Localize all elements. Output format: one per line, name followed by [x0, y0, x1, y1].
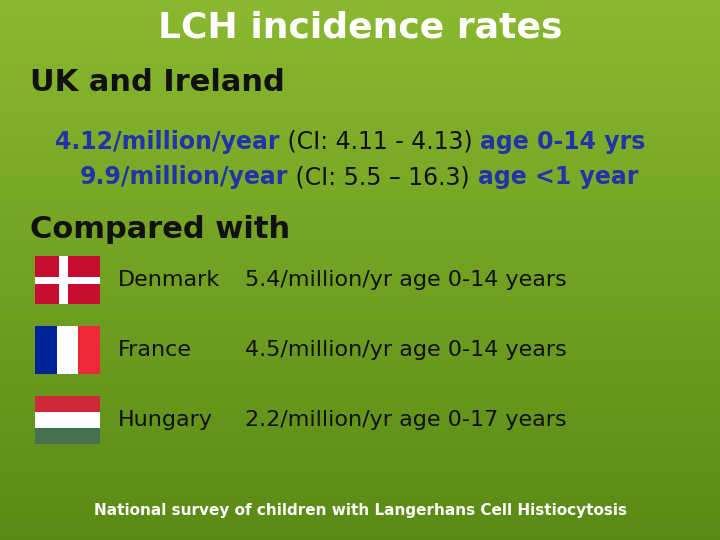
Bar [35, 326, 57, 374]
Text: National survey of children with Langerhans Cell Histiocytosis: National survey of children with Langerh… [94, 503, 626, 518]
Text: 5.4/million/yr age 0-14 years: 5.4/million/yr age 0-14 years [245, 270, 567, 290]
Bar [35, 428, 100, 444]
Text: 4.5/million/yr age 0-14 years: 4.5/million/yr age 0-14 years [245, 340, 567, 360]
Text: (CI: 5.5 – 16.3): (CI: 5.5 – 16.3) [289, 165, 477, 189]
Text: LCH incidence rates: LCH incidence rates [158, 10, 562, 44]
Text: Hungary: Hungary [118, 410, 213, 430]
Text: 4.12/million/year: 4.12/million/year [55, 130, 279, 154]
Bar [35, 277, 100, 284]
Bar [59, 256, 68, 304]
Text: age 0-14 yrs: age 0-14 yrs [480, 130, 645, 154]
Text: age <1 year: age <1 year [477, 165, 638, 189]
Bar [57, 326, 78, 374]
Text: Denmark: Denmark [118, 270, 220, 290]
Bar [35, 256, 100, 304]
Text: UK and Ireland: UK and Ireland [30, 68, 284, 97]
Text: (CI: 4.11 - 4.13): (CI: 4.11 - 4.13) [279, 130, 480, 154]
Bar [78, 326, 100, 374]
Text: Compared with: Compared with [30, 215, 290, 244]
Text: 2.2/million/yr age 0-17 years: 2.2/million/yr age 0-17 years [245, 410, 567, 430]
Text: France: France [118, 340, 192, 360]
Bar [35, 396, 100, 412]
Text: 9.9/million/year: 9.9/million/year [80, 165, 289, 189]
Bar [35, 412, 100, 428]
